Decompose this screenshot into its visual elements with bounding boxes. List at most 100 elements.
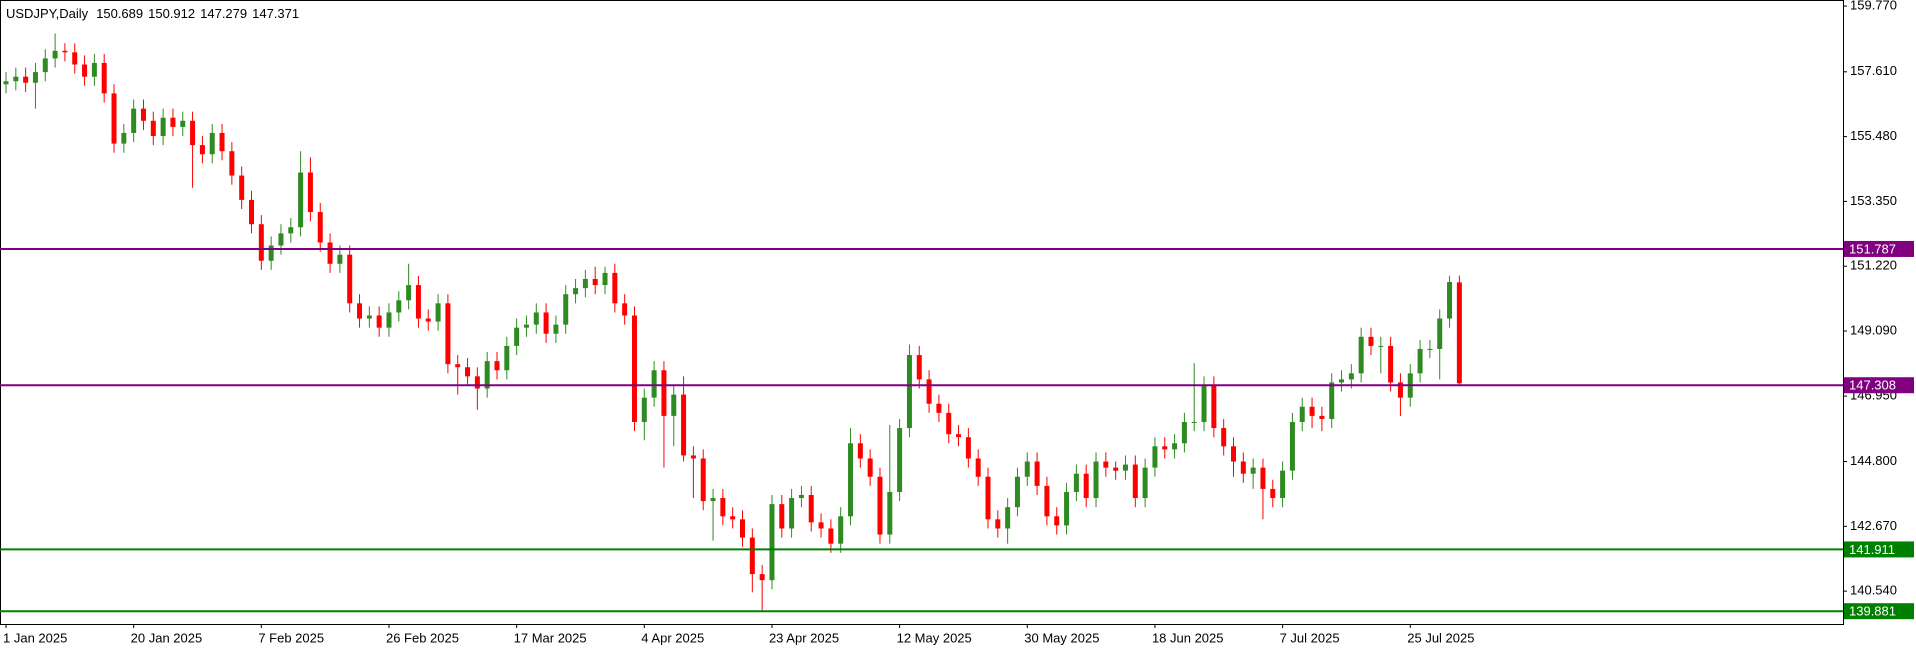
- candle-body: [317, 212, 323, 243]
- candle-body: [671, 394, 677, 416]
- candle-body: [23, 76, 29, 83]
- x-tick-label: 20 Jan 2025: [131, 630, 203, 645]
- candle-body: [1358, 336, 1364, 374]
- header-high: 150.912: [148, 6, 195, 21]
- candle-body: [740, 519, 745, 538]
- candle-body: [1339, 379, 1345, 383]
- candle-body: [514, 327, 520, 346]
- candle-body: [651, 370, 657, 398]
- candle-body: [897, 428, 903, 492]
- candle-body: [926, 379, 932, 404]
- candle-body: [828, 528, 834, 544]
- candle-body: [759, 574, 765, 581]
- candle-body: [1083, 473, 1089, 499]
- candle-body: [995, 519, 1001, 529]
- candle-body: [818, 522, 824, 529]
- candle-body: [327, 242, 333, 264]
- level-tag: [1844, 377, 1914, 394]
- candle-body: [1280, 470, 1286, 499]
- x-tick-label: 23 Apr 2025: [769, 630, 839, 645]
- candle-body: [848, 443, 854, 517]
- candle-body: [52, 50, 58, 59]
- y-tick-label: 157.610: [1850, 63, 1897, 78]
- candle-body: [1044, 485, 1050, 517]
- candle-body: [3, 81, 9, 85]
- candle-body: [789, 498, 795, 529]
- candle-body: [288, 227, 294, 234]
- candle-body: [494, 361, 500, 371]
- candle-body: [916, 355, 922, 380]
- level-tag: [1844, 541, 1914, 558]
- candle-body: [239, 175, 245, 200]
- candle-body: [769, 504, 775, 581]
- candle-body: [1309, 406, 1315, 416]
- level-label: 141.911: [1849, 542, 1895, 557]
- candle-body: [72, 52, 78, 65]
- candle-body: [1005, 507, 1011, 529]
- candle-body: [150, 120, 156, 136]
- candle-body: [474, 376, 480, 389]
- candle-body: [484, 361, 490, 389]
- candle-body: [140, 108, 146, 121]
- candle-body: [366, 315, 372, 319]
- y-tick-label: 142.670: [1850, 518, 1897, 533]
- level-tag: [1844, 603, 1914, 620]
- candle-body: [1122, 464, 1128, 471]
- candle-body: [1348, 373, 1354, 380]
- chart-title: USDJPY,Daily: [6, 6, 89, 21]
- x-tick-label: 17 Mar 2025: [514, 630, 587, 645]
- x-tick-label: 30 May 2025: [1024, 630, 1099, 645]
- x-tick-label: 4 Apr 2025: [641, 630, 704, 645]
- candle-body: [1437, 318, 1443, 349]
- candle-body: [641, 397, 647, 422]
- candle-body: [1073, 473, 1079, 492]
- candle-body: [160, 117, 166, 136]
- candle-body: [465, 367, 471, 377]
- candle-body: [1231, 446, 1236, 462]
- candle-body: [1211, 385, 1217, 429]
- candle-body: [180, 120, 186, 127]
- candle-body: [1289, 421, 1295, 471]
- y-tick-label: 144.800: [1850, 453, 1897, 468]
- candle-body: [622, 303, 628, 316]
- level-tag: [1844, 240, 1914, 257]
- candle-body: [445, 303, 451, 365]
- candle-body: [543, 312, 549, 334]
- candle-body: [838, 516, 844, 544]
- candle-body: [700, 458, 706, 502]
- candle-body: [563, 294, 569, 325]
- candle-body: [1368, 336, 1374, 346]
- x-tick-label: 7 Jul 2025: [1280, 630, 1340, 645]
- candle-body: [1456, 282, 1462, 384]
- x-tick-label: 26 Feb 2025: [386, 630, 459, 645]
- candle-body: [347, 254, 353, 304]
- candle-body: [1388, 345, 1394, 383]
- candle-body: [455, 364, 461, 368]
- candle-body: [209, 132, 215, 155]
- candle-body: [1201, 385, 1207, 422]
- candle-body: [1417, 348, 1423, 374]
- candle-body: [170, 117, 176, 127]
- candle-body: [1319, 415, 1325, 419]
- candle-body: [376, 315, 382, 328]
- candle-body: [1397, 382, 1403, 398]
- header-close: 147.371: [252, 6, 299, 21]
- candle-body: [1240, 461, 1246, 474]
- candle-body: [229, 151, 235, 176]
- level-label: 139.881: [1849, 604, 1896, 619]
- candle-body: [1329, 382, 1335, 419]
- candle-body: [307, 172, 313, 213]
- candle-body: [219, 132, 225, 152]
- x-tick-label: 1 Jan 2025: [3, 630, 67, 645]
- candle-body: [1103, 461, 1109, 468]
- candle-body: [32, 72, 38, 83]
- candle-body: [406, 285, 412, 301]
- candle-body: [1250, 467, 1256, 474]
- candle-body: [1162, 446, 1168, 450]
- candle-body: [661, 370, 667, 416]
- candle-body: [1064, 491, 1070, 526]
- y-tick-label: 155.480: [1850, 128, 1897, 143]
- candle-body: [710, 498, 716, 502]
